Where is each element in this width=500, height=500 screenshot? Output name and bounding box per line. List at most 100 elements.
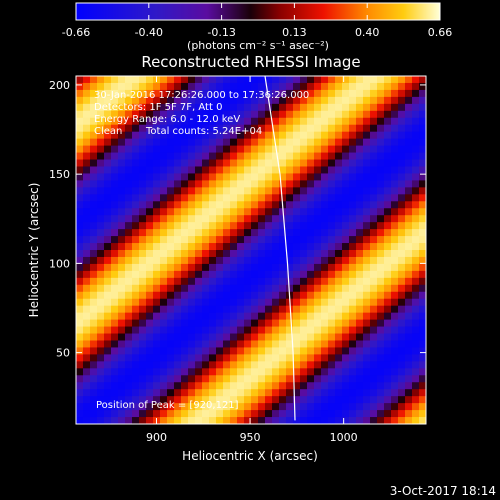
heatmap-cell (83, 347, 91, 355)
heatmap-cell (307, 389, 315, 397)
heatmap-cell (111, 340, 119, 349)
heatmap-cell (188, 236, 196, 244)
heatmap-cell (125, 236, 133, 244)
heatmap-cell (398, 340, 406, 349)
heatmap-cell (230, 284, 238, 293)
heatmap-cell (349, 347, 357, 355)
heatmap-cell (237, 396, 245, 404)
heatmap-cell (328, 361, 336, 369)
heatmap-cell (146, 354, 154, 362)
heatmap-cell (293, 417, 301, 424)
heatmap-cell (412, 201, 420, 209)
heatmap-cell (307, 159, 315, 168)
heatmap-cell (76, 110, 84, 119)
heatmap-cell (97, 312, 105, 321)
heatmap-cell (181, 354, 189, 362)
heatmap-cell (146, 417, 154, 424)
heatmap-cell (188, 229, 196, 237)
heatmap-cell (405, 277, 413, 286)
heatmap-cell (307, 319, 315, 328)
heatmap-cell (314, 319, 322, 328)
heatmap-cell (181, 124, 189, 133)
heatmap-cell (125, 166, 133, 175)
heatmap-cell (419, 145, 426, 154)
heatmap-cell (405, 145, 413, 154)
heatmap-cell (419, 208, 426, 216)
heatmap-cell (97, 194, 105, 202)
heatmap-cell (195, 417, 203, 424)
heatmap-cell (146, 291, 154, 300)
heatmap-cell (181, 347, 189, 355)
heatmap-cell (174, 117, 182, 126)
heatmap-cell (132, 152, 140, 161)
heatmap-cell (293, 82, 301, 91)
heatmap-cell (195, 312, 203, 321)
heatmap-cell (83, 187, 91, 195)
heatmap-cell (335, 222, 343, 230)
heatmap-cell (321, 131, 329, 140)
heatmap-cell (76, 340, 84, 349)
heatmap-cell (335, 354, 343, 362)
heatmap-cell (356, 131, 364, 140)
heatmap-cell (419, 131, 426, 140)
heatmap-cell (377, 298, 385, 307)
heatmap-cell (237, 145, 245, 154)
heatmap-cell (279, 117, 287, 126)
heatmap-cell (300, 298, 308, 307)
heatmap-cell (356, 382, 364, 390)
heatmap-cell (118, 403, 126, 411)
heatmap-cell (370, 138, 378, 147)
heatmap-cell (153, 215, 161, 223)
heatmap-cell (279, 194, 287, 202)
heatmap-cell (230, 326, 238, 335)
heatmap-cell (398, 215, 406, 223)
heatmap-cell (76, 194, 84, 202)
heatmap-cell (307, 145, 315, 154)
heatmap-cell (279, 96, 287, 105)
heatmap-cell (237, 250, 245, 258)
heatmap-cell (384, 368, 392, 376)
heatmap-cell (419, 117, 426, 126)
heatmap-cell (321, 389, 329, 397)
heatmap-cell (405, 82, 413, 91)
heatmap-cell (342, 291, 350, 300)
heatmap-cell (244, 396, 252, 404)
heatmap-cell (132, 166, 140, 175)
heatmap-cell (83, 319, 91, 328)
heatmap-cell (181, 368, 189, 376)
heatmap-cell (195, 159, 203, 168)
heatmap-cell (335, 194, 343, 202)
heatmap-cell (398, 89, 406, 98)
heatmap-cell (111, 103, 119, 112)
heatmap-cell (342, 417, 350, 424)
heatmap-cell (167, 256, 175, 265)
heatmap-cell (293, 76, 301, 84)
heatmap-cell (405, 263, 413, 272)
heatmap-cell (244, 103, 252, 112)
heatmap-cell (237, 138, 245, 147)
heatmap-cell (139, 305, 147, 314)
heatmap-cell (97, 243, 105, 251)
heatmap-cell (146, 236, 154, 244)
heatmap-cell (132, 201, 140, 209)
heatmap-cell (251, 382, 259, 390)
heatmap-cell (97, 305, 105, 314)
heatmap-cell (216, 389, 224, 397)
heatmap-cell (181, 340, 189, 349)
heatmap-cell (174, 236, 182, 244)
heatmap-cell (209, 215, 217, 223)
heatmap-cell (377, 368, 385, 376)
heatmap-cell (405, 152, 413, 161)
heatmap-cell (384, 89, 392, 98)
heatmap-cell (237, 326, 245, 335)
heatmap-cell (391, 298, 399, 307)
heatmap-cell (216, 89, 224, 98)
heatmap-cell (167, 138, 175, 147)
heatmap-cell (300, 361, 308, 369)
heatmap-cell (83, 180, 91, 188)
heatmap-cell (167, 333, 175, 342)
heatmap-cell (342, 305, 350, 314)
heatmap-cell (265, 319, 273, 328)
heatmap-cell (139, 354, 147, 362)
heatmap-cell (160, 270, 168, 279)
